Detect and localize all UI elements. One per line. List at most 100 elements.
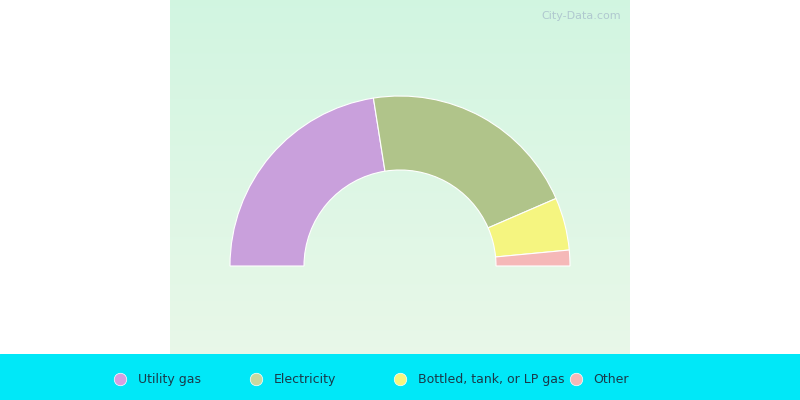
Bar bbox=[170, 139, 630, 140]
Bar bbox=[170, 228, 630, 229]
Bar bbox=[170, 324, 630, 326]
Bar bbox=[170, 332, 630, 333]
Bar bbox=[170, 33, 630, 34]
Bar bbox=[170, 277, 630, 278]
Bar bbox=[170, 13, 630, 14]
Bar bbox=[170, 271, 630, 272]
Bar bbox=[170, 204, 630, 205]
Bar bbox=[170, 66, 630, 67]
Bar bbox=[170, 150, 630, 151]
Bar bbox=[170, 310, 630, 312]
Bar bbox=[170, 215, 630, 216]
Bar bbox=[170, 57, 630, 58]
Bar bbox=[170, 71, 630, 72]
Bar bbox=[170, 104, 630, 105]
Bar bbox=[170, 346, 630, 347]
Bar bbox=[170, 288, 630, 289]
Bar bbox=[170, 176, 630, 177]
Bar bbox=[170, 123, 630, 124]
Bar bbox=[170, 61, 630, 62]
Bar bbox=[170, 0, 630, 1]
Bar bbox=[170, 67, 630, 68]
Bar bbox=[170, 221, 630, 222]
Bar bbox=[170, 174, 630, 175]
Bar bbox=[170, 203, 630, 204]
Bar bbox=[170, 177, 630, 178]
Bar bbox=[170, 188, 630, 189]
Bar bbox=[170, 38, 630, 39]
Bar bbox=[170, 4, 630, 5]
Bar bbox=[170, 144, 630, 145]
Bar bbox=[170, 209, 630, 210]
Bar bbox=[170, 201, 630, 202]
Bar bbox=[170, 111, 630, 112]
Bar bbox=[170, 162, 630, 163]
Bar bbox=[170, 234, 630, 235]
Bar bbox=[170, 315, 630, 316]
Bar bbox=[170, 133, 630, 134]
Bar bbox=[170, 211, 630, 212]
Bar bbox=[170, 68, 630, 70]
Bar bbox=[170, 183, 630, 184]
Bar bbox=[170, 91, 630, 92]
Bar bbox=[170, 165, 630, 166]
Bar bbox=[170, 112, 630, 113]
Bar bbox=[170, 314, 630, 315]
Bar bbox=[170, 54, 630, 56]
Bar bbox=[170, 289, 630, 290]
Bar bbox=[170, 261, 630, 262]
Bar bbox=[170, 14, 630, 15]
Bar bbox=[170, 302, 630, 303]
Bar bbox=[170, 94, 630, 96]
Bar bbox=[170, 44, 630, 45]
Bar bbox=[170, 335, 630, 336]
Bar bbox=[170, 58, 630, 59]
Bar bbox=[170, 329, 630, 330]
Bar bbox=[170, 97, 630, 98]
Bar bbox=[170, 140, 630, 142]
Bar bbox=[170, 21, 630, 22]
Wedge shape bbox=[488, 198, 570, 257]
Bar bbox=[170, 79, 630, 80]
Bar bbox=[170, 303, 630, 304]
Bar bbox=[170, 83, 630, 84]
Bar bbox=[170, 132, 630, 133]
Bar bbox=[170, 184, 630, 185]
Bar bbox=[170, 281, 630, 282]
Bar bbox=[170, 205, 630, 206]
Bar bbox=[170, 153, 630, 154]
Bar bbox=[170, 231, 630, 232]
Bar bbox=[170, 107, 630, 108]
Bar bbox=[170, 293, 630, 294]
Text: Electricity: Electricity bbox=[274, 373, 336, 386]
Bar bbox=[170, 129, 630, 130]
Bar bbox=[170, 309, 630, 310]
Bar bbox=[170, 90, 630, 91]
Bar bbox=[170, 159, 630, 160]
Bar bbox=[170, 40, 630, 41]
Bar bbox=[170, 78, 630, 79]
Bar bbox=[170, 65, 630, 66]
Text: Other: Other bbox=[594, 373, 629, 386]
Bar bbox=[170, 238, 630, 240]
Bar bbox=[170, 15, 630, 16]
Bar bbox=[170, 146, 630, 148]
Bar bbox=[170, 320, 630, 321]
Bar bbox=[170, 235, 630, 236]
Bar bbox=[170, 142, 630, 143]
Bar bbox=[170, 186, 630, 188]
Bar bbox=[170, 120, 630, 122]
Bar bbox=[170, 99, 630, 100]
Bar bbox=[170, 318, 630, 320]
Bar bbox=[170, 1, 630, 2]
Bar bbox=[170, 208, 630, 209]
Bar bbox=[170, 262, 630, 263]
Bar bbox=[170, 72, 630, 73]
Bar bbox=[170, 85, 630, 86]
Bar bbox=[170, 189, 630, 190]
Bar bbox=[170, 22, 630, 24]
Bar bbox=[170, 232, 630, 234]
Bar bbox=[170, 300, 630, 301]
Bar bbox=[170, 264, 630, 266]
Bar bbox=[170, 224, 630, 225]
